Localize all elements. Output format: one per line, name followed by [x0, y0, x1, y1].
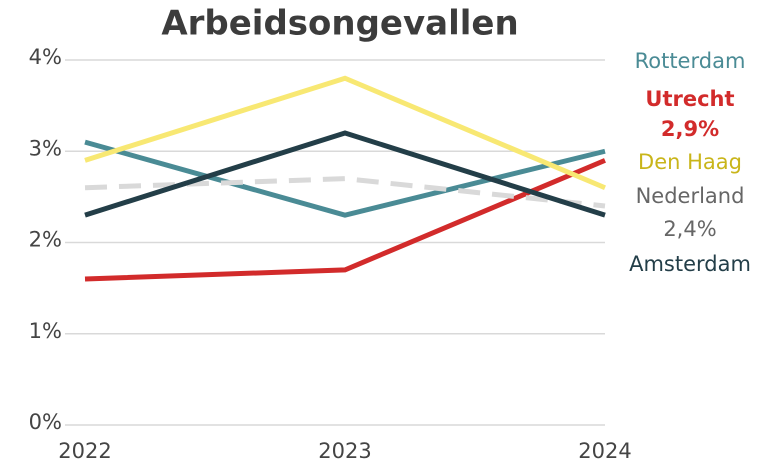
chart-title: Arbeidsongevallen: [161, 4, 518, 44]
series-line: [84, 75, 606, 191]
y-tick-label: 1%: [29, 319, 62, 343]
y-tick-label: 2%: [29, 228, 62, 252]
value-label: 2,9%: [661, 117, 719, 141]
legend-label: Rotterdam: [635, 49, 746, 73]
x-tick-label: 2023: [318, 439, 371, 463]
legend-label: Nederland: [636, 184, 745, 208]
legend-label: Den Haag: [638, 150, 742, 174]
y-tick-label: 0%: [29, 410, 62, 434]
y-tick-label: 3%: [29, 136, 62, 160]
series-line: [84, 158, 606, 282]
x-tick-label: 2022: [58, 439, 111, 463]
series-line: [84, 130, 606, 218]
series-line: [84, 176, 606, 209]
value-label: 2,4%: [663, 217, 716, 241]
series-line: [84, 139, 606, 218]
legend-label: Amsterdam: [629, 252, 751, 276]
legend-label: Utrecht: [645, 87, 734, 111]
y-tick-label: 4%: [29, 45, 62, 69]
x-tick-label: 2024: [578, 439, 631, 463]
